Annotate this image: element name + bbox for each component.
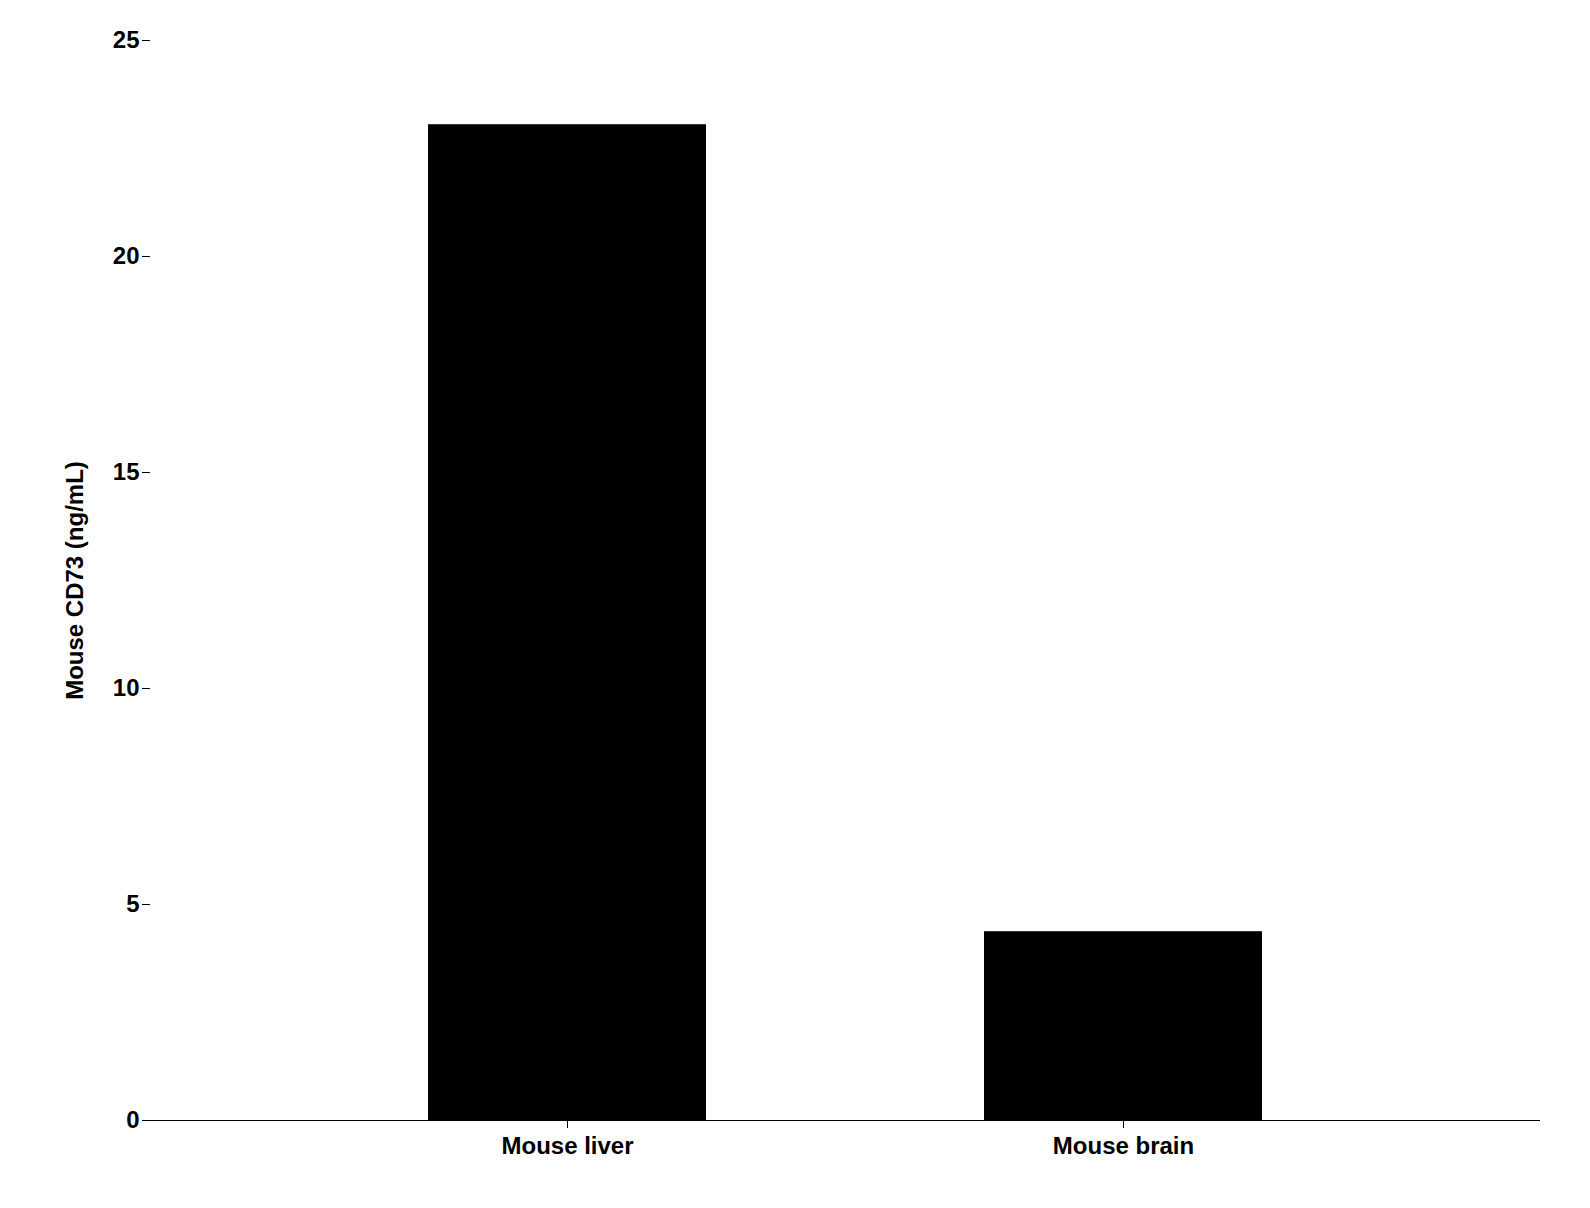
svg-text:0: 0 bbox=[126, 1106, 139, 1133]
svg-text:Mouse liver: Mouse liver bbox=[501, 1132, 633, 1159]
svg-text:25: 25 bbox=[113, 26, 140, 53]
svg-text:15: 15 bbox=[113, 458, 140, 485]
svg-text:5: 5 bbox=[126, 890, 139, 917]
svg-text:10: 10 bbox=[113, 674, 140, 701]
svg-text:20: 20 bbox=[113, 242, 140, 269]
svg-text:Mouse CD73 (ng/mL): Mouse CD73 (ng/mL) bbox=[61, 461, 88, 700]
svg-text:Mouse brain: Mouse brain bbox=[1053, 1132, 1194, 1159]
